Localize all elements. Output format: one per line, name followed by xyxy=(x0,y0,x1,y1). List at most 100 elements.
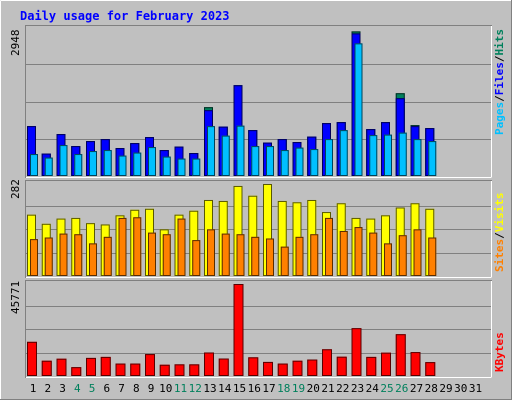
bar-pages-fill xyxy=(310,149,319,176)
bar-pages-edge xyxy=(221,135,230,177)
bar-pages-edge xyxy=(354,43,363,177)
bar-pages-fill xyxy=(177,158,186,176)
bar-sites-edge xyxy=(236,234,245,276)
bar-kbytes-edge xyxy=(41,360,52,376)
bar-sites-fill xyxy=(236,234,245,276)
bar-pages xyxy=(74,154,83,177)
bar-pages xyxy=(89,151,97,176)
bars-kbytes xyxy=(27,284,436,377)
bar-sites-edge xyxy=(148,232,156,276)
x-tick-label: 2 xyxy=(44,382,51,395)
bar-kbytes-edge xyxy=(410,352,421,377)
bar-sites xyxy=(89,243,97,276)
bar-sites-fill xyxy=(30,239,38,276)
bar-pages xyxy=(266,146,274,176)
bar-sites-edge xyxy=(177,218,186,276)
bar-pages-edge xyxy=(118,155,127,177)
bar-kbytes xyxy=(233,284,244,376)
bar-pages-fill xyxy=(133,152,142,176)
bar-kbytes xyxy=(41,360,52,376)
bar-sites-fill xyxy=(295,236,304,276)
bar-sites-edge xyxy=(192,240,201,277)
bar-sites-edge xyxy=(103,236,112,276)
bar-sites xyxy=(428,237,437,276)
bar-kbytes xyxy=(322,349,332,376)
bar-sites xyxy=(74,234,83,276)
x-tick-label: 28 xyxy=(425,382,438,395)
bar-sites-fill xyxy=(74,234,83,276)
bar-kbytes-edge xyxy=(292,360,303,376)
legend-kbytes: KBytes xyxy=(493,332,506,372)
bar-kbytes xyxy=(366,356,377,376)
x-tick-label: 1 xyxy=(30,382,37,395)
bar-pages-fill xyxy=(148,147,156,176)
bars-visits-sites xyxy=(27,184,437,277)
x-tick-label: 21 xyxy=(321,382,334,395)
bar-sites-fill xyxy=(280,246,289,276)
bar-sites-fill xyxy=(207,229,215,276)
bar-sites xyxy=(162,234,171,276)
bar-kbytes xyxy=(263,361,273,377)
bar-sites-fill xyxy=(103,236,112,276)
bar-kbytes-edge xyxy=(189,364,200,376)
bar-kbytes xyxy=(27,341,37,377)
bar-files-fill xyxy=(27,126,36,176)
x-tick-label: 6 xyxy=(103,382,110,395)
bar-sites-edge xyxy=(89,243,97,276)
bar-sites-edge xyxy=(325,217,333,276)
bar-kbytes-fill xyxy=(56,358,67,376)
y-max-label-kbytes: 45771 xyxy=(9,281,22,314)
x-tick-label: 30 xyxy=(454,382,467,395)
bar-pages-fill xyxy=(295,147,304,176)
bar-sites-edge xyxy=(384,243,392,276)
bar-pages-edge xyxy=(192,158,201,176)
bar-pages-edge xyxy=(384,134,392,177)
bar-sites-edge xyxy=(133,217,142,276)
bar-pages xyxy=(118,155,127,177)
x-tick-label: 29 xyxy=(439,382,452,395)
bar-sites-fill xyxy=(162,234,171,276)
bar-pages xyxy=(221,135,230,177)
bar-sites xyxy=(148,232,156,276)
bar-sites-fill xyxy=(354,227,363,276)
bar-pages xyxy=(236,125,245,176)
bar-pages-fill xyxy=(221,135,230,176)
bar-sites xyxy=(354,227,363,276)
x-tick-label: 22 xyxy=(336,382,349,395)
bar-kbytes-edge xyxy=(27,341,37,377)
bar-kbytes-fill xyxy=(425,362,436,376)
bar-kbytes-fill xyxy=(410,352,421,376)
x-tick-label: 20 xyxy=(307,382,320,395)
bar-pages-edge xyxy=(266,146,274,176)
legend-files: Files xyxy=(493,62,506,95)
bar-pages-edge xyxy=(325,139,333,176)
bar-pages xyxy=(103,150,112,176)
bar-pages xyxy=(428,141,437,177)
bar-pages-edge xyxy=(428,141,437,177)
bar-pages xyxy=(310,149,319,177)
bar-kbytes xyxy=(336,356,347,377)
bar-kbytes-edge xyxy=(159,364,170,376)
bar-pages-edge xyxy=(280,150,289,176)
bar-kbytes-edge xyxy=(248,357,259,377)
x-tick-label: 23 xyxy=(351,382,364,395)
bar-pages xyxy=(207,126,215,177)
x-tick-label: 5 xyxy=(89,382,96,395)
bar-sites-fill xyxy=(369,232,378,276)
bar-kbytes-fill xyxy=(381,352,391,376)
bar-sites xyxy=(177,218,186,276)
bar-kbytes xyxy=(189,364,200,376)
bar-pages-edge xyxy=(207,126,215,177)
bar-sites-fill xyxy=(89,243,97,276)
bar-pages-edge xyxy=(295,147,304,177)
bar-sites xyxy=(236,234,245,276)
bar-sites-edge xyxy=(398,235,407,277)
bar-kbytes xyxy=(277,363,288,377)
bar-sites-fill xyxy=(192,240,201,276)
bar-kbytes-fill xyxy=(145,354,155,376)
bar-pages-fill xyxy=(59,145,68,176)
bar-kbytes-fill xyxy=(292,360,303,376)
bar-pages-edge xyxy=(133,152,142,176)
legend-sites: Sites xyxy=(493,239,506,272)
x-tick-label: 18 xyxy=(277,382,290,395)
